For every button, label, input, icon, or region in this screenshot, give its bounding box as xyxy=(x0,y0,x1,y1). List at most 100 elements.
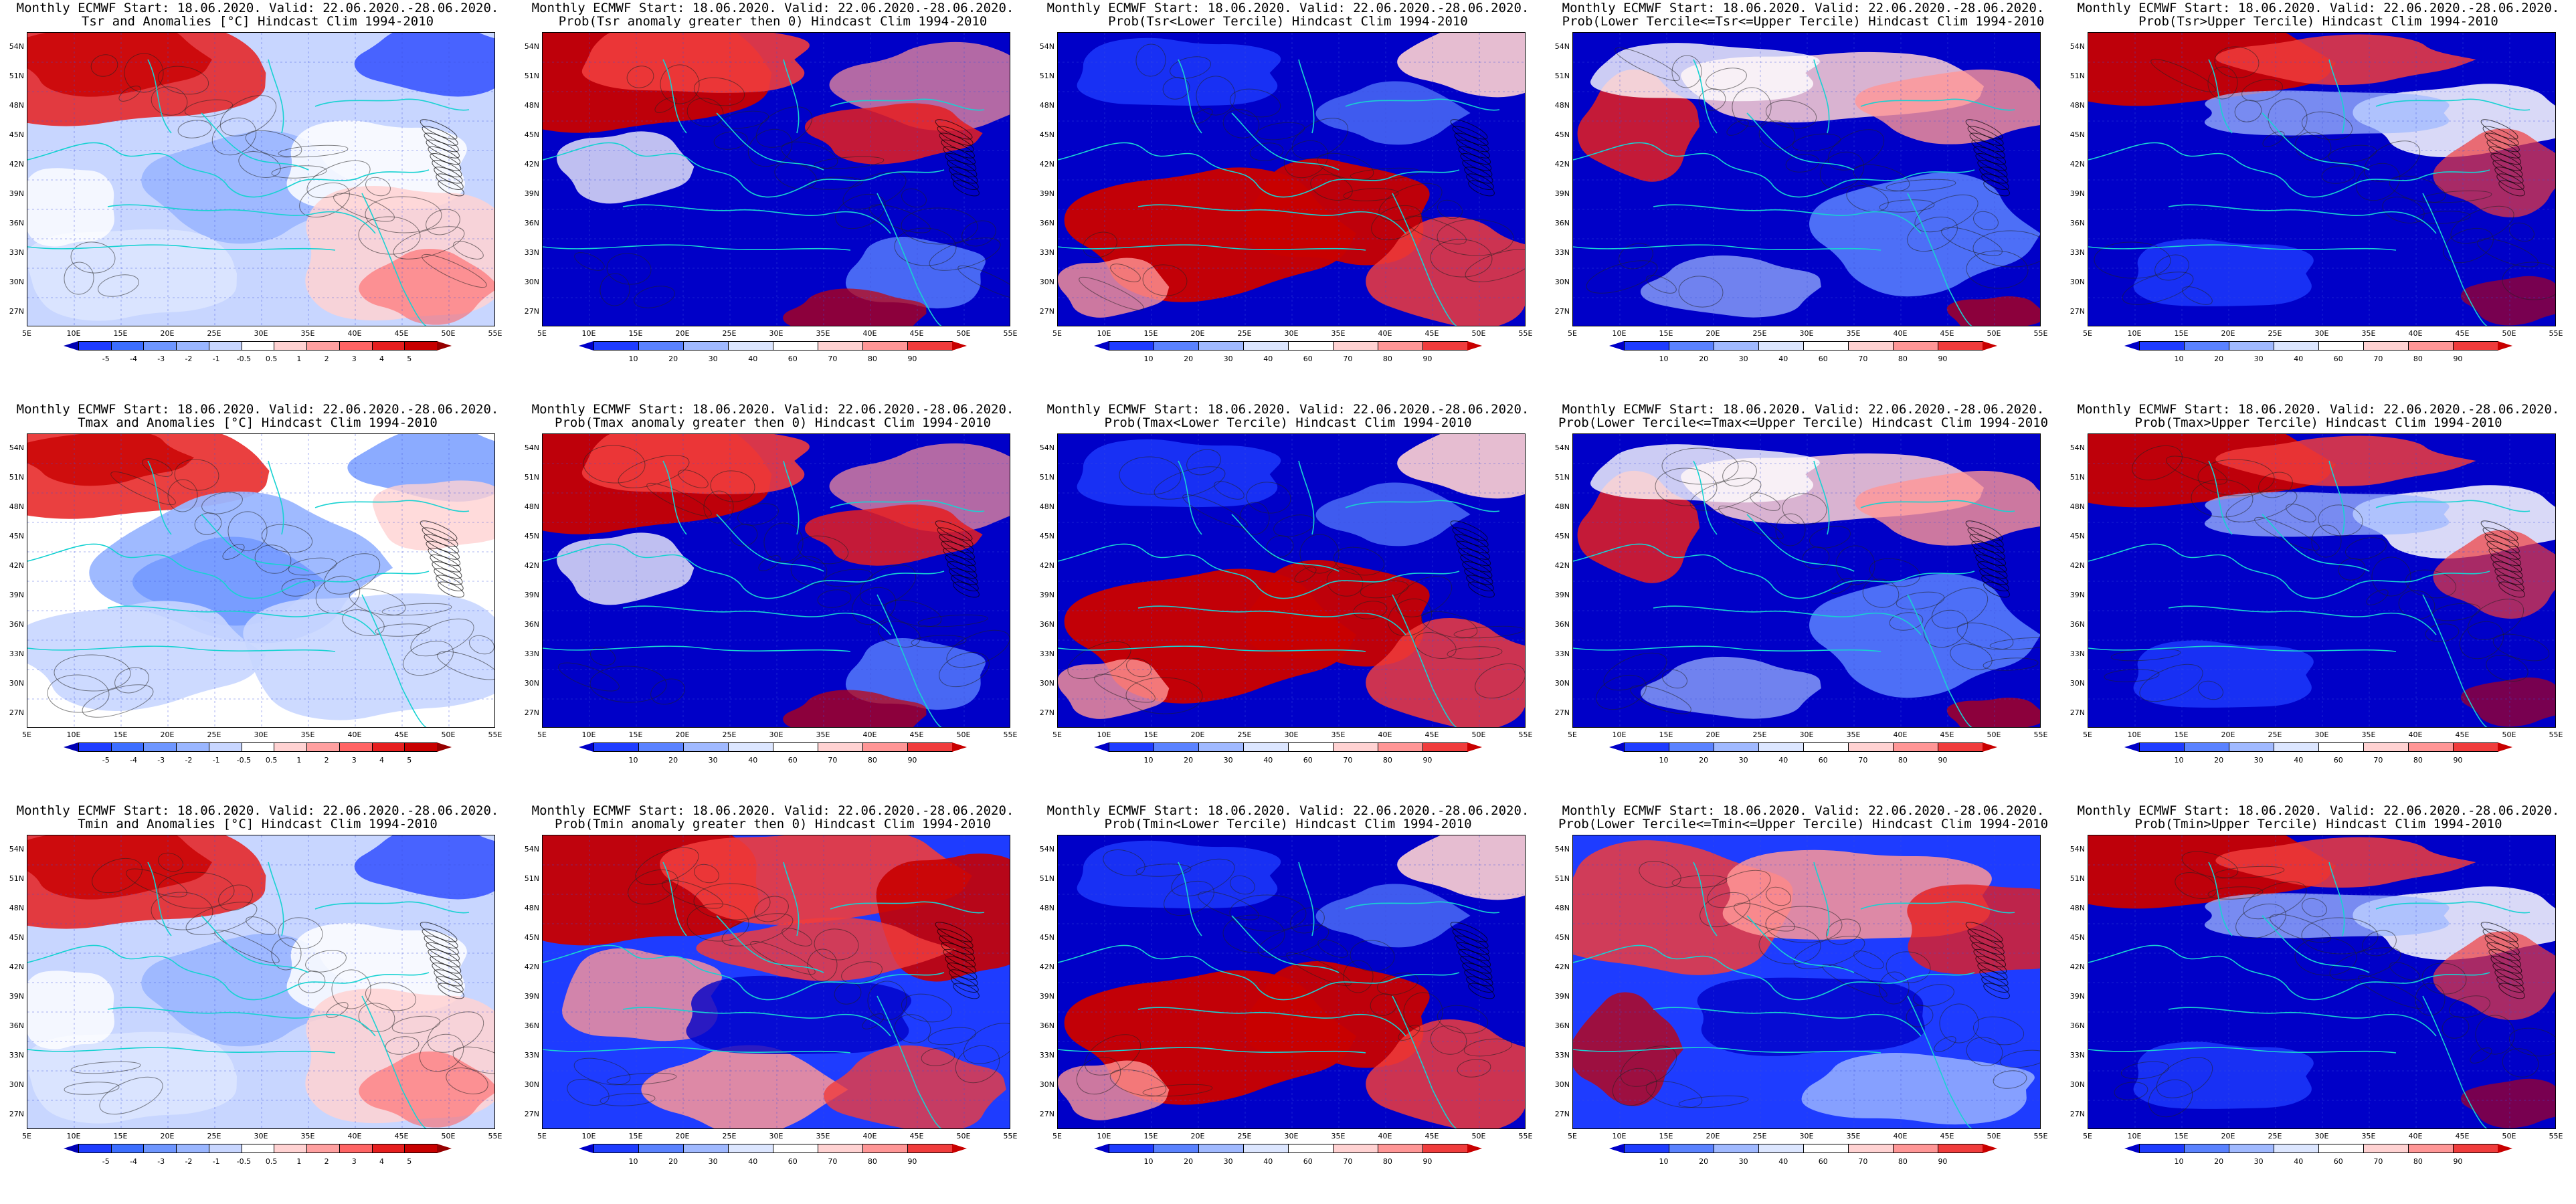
orography-contours xyxy=(47,458,494,718)
latitude-label: 39N xyxy=(2069,992,2085,1001)
colorbar-tick-label: 0.5 xyxy=(265,756,278,765)
latitude-label: 36N xyxy=(2069,1021,2085,1030)
longitude-label: 40E xyxy=(862,329,877,338)
colorbar-swatch xyxy=(907,1144,953,1153)
longitude-label: 20E xyxy=(675,730,690,739)
colorbar-swatch xyxy=(818,742,863,752)
colorbar-swatch xyxy=(2363,742,2409,752)
latitude-label: 48N xyxy=(2069,502,2085,511)
orography-contours xyxy=(64,53,487,297)
longitude-label: 20E xyxy=(675,1132,690,1140)
colorbar-tick-label: 60 xyxy=(2333,1157,2343,1166)
longitude-label: 50E xyxy=(2502,1132,2516,1140)
colorbar-tick-label: 70 xyxy=(2373,756,2383,765)
longitude-label: 40E xyxy=(1378,730,1392,739)
latitude-label: 42N xyxy=(524,963,539,971)
shade-region xyxy=(359,1051,494,1128)
longitude-label: 50E xyxy=(2502,329,2516,338)
latitude-label: 51N xyxy=(1554,874,1570,883)
colorbar-tick-label: 80 xyxy=(2413,756,2423,765)
colorbar-swatch xyxy=(1714,1144,1759,1153)
latitude-label: 48N xyxy=(1039,502,1054,511)
colorbar-swatch xyxy=(1109,1144,1154,1153)
colorbar-swatch xyxy=(1893,742,1938,752)
longitude-label: 30E xyxy=(769,1132,784,1140)
map-panel-r1c2: Monthly ECMWF Start: 18.06.2020. Valid: … xyxy=(515,0,1030,401)
colorbar xyxy=(64,341,452,350)
colorbar-swatch xyxy=(638,341,684,350)
colorbar-tick-label: 80 xyxy=(1382,355,1392,363)
colorbar-swatch xyxy=(241,1144,275,1153)
colorbar-max-arrow xyxy=(2498,1144,2512,1153)
shade-region xyxy=(1366,217,1525,326)
latitude-label: 42N xyxy=(2069,160,2085,169)
latitude-label: 51N xyxy=(1554,473,1570,482)
colorbar-swatch xyxy=(78,341,112,350)
colorbar-swatch xyxy=(728,341,773,350)
colorbar-swatch xyxy=(306,1144,340,1153)
colorbar xyxy=(1609,341,1997,350)
latitude-label: 27N xyxy=(9,1110,24,1118)
colorbar-tick-label: 20 xyxy=(2214,756,2224,765)
longitude-label: 35E xyxy=(1331,730,1346,739)
longitude-label: 35E xyxy=(1846,730,1861,739)
colorbar-tick-label: 40 xyxy=(1778,1157,1788,1166)
longitude-label: 15E xyxy=(1659,1132,1673,1140)
colorbar-tick-label: 20 xyxy=(668,1157,678,1166)
longitude-label: 45E xyxy=(394,1132,409,1140)
latitude-label: 45N xyxy=(2069,532,2085,540)
shade-region xyxy=(2204,492,2450,537)
colorbar-tick-label: 10 xyxy=(628,756,638,765)
lat-lon-gridlines xyxy=(1573,33,2040,326)
colorbar-tick-label: 2 xyxy=(324,756,329,765)
colorbar-tick-label: 5 xyxy=(407,355,412,363)
colorbar-tick-label: 80 xyxy=(867,756,877,765)
shade-region xyxy=(824,1045,1006,1128)
colorbar xyxy=(2124,341,2512,350)
shade-region xyxy=(1397,835,1525,900)
latitude-label: 33N xyxy=(524,1051,539,1060)
orography-contours xyxy=(2104,445,2550,702)
shade-region xyxy=(1946,698,2040,727)
coastline-borders xyxy=(1058,862,1500,1128)
longitude-label: 5E xyxy=(22,329,31,338)
colorbar-tick-label: 80 xyxy=(1898,756,1908,765)
shade-region xyxy=(372,480,494,550)
latitude-label: 33N xyxy=(9,248,24,257)
latitude-label: 39N xyxy=(1554,591,1570,599)
shade-region xyxy=(2433,530,2555,619)
panel-header-line: Monthly ECMWF Start: 18.06.2020. Valid: … xyxy=(531,1,1014,15)
colorbar-swatch xyxy=(773,742,818,752)
colorbar-swatch xyxy=(593,742,639,752)
panel-header-line: Monthly ECMWF Start: 18.06.2020. Valid: … xyxy=(1562,1,2045,15)
latitude-label: 39N xyxy=(1554,189,1570,198)
shade-region xyxy=(1058,258,1170,318)
colorbar-tick-label: 30 xyxy=(708,756,718,765)
longitude-label: 55E xyxy=(488,329,502,338)
colorbar-swatch xyxy=(78,1144,112,1153)
colorbar-tick-label: 3 xyxy=(351,355,357,363)
colorbar-swatch xyxy=(1669,341,1714,350)
colorbar-swatch xyxy=(2184,341,2229,350)
longitude-label: 45E xyxy=(2455,730,2470,739)
panel-header-line: Monthly ECMWF Start: 18.06.2020. Valid: … xyxy=(531,803,1014,818)
latitude-label: 33N xyxy=(9,1051,24,1060)
colorbar-swatch xyxy=(1758,341,1804,350)
shade-region xyxy=(2204,90,2450,136)
longitude-label: 20E xyxy=(1190,730,1205,739)
colorbar-swatch xyxy=(1333,742,1378,752)
latitude-label: 42N xyxy=(2069,561,2085,570)
colorbar-tick-label: 10 xyxy=(2174,756,2184,765)
map-panel-r2c4: Monthly ECMWF Start: 18.06.2020. Valid: … xyxy=(1546,401,2061,803)
colorbar-tick-label: 90 xyxy=(1938,1157,1948,1166)
forecast-map xyxy=(2088,433,2556,728)
latitude-label: 36N xyxy=(1554,219,1570,227)
latitude-label: 30N xyxy=(9,679,24,688)
longitude-label: 45E xyxy=(1424,730,1439,739)
colorbar-max-arrow xyxy=(2498,341,2512,350)
colorbar-swatch xyxy=(862,1144,908,1153)
latitude-label: 36N xyxy=(2069,620,2085,629)
latitude-label: 54N xyxy=(1554,845,1570,854)
shade-region xyxy=(1244,159,1430,266)
